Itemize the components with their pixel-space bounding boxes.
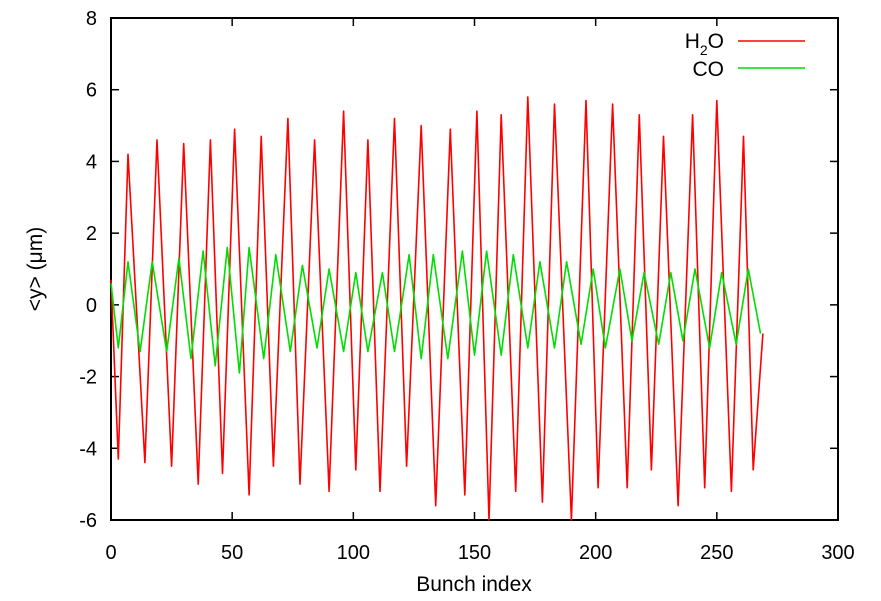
x-tick-label: 100 [337, 542, 370, 564]
series-line-co [110, 246, 762, 374]
y-tick-label: 0 [86, 295, 97, 317]
data-series [110, 96, 764, 521]
legend-label-co: CO [693, 58, 725, 81]
x-tick-label: 50 [221, 542, 243, 564]
x-tick-label: 0 [105, 542, 116, 564]
y-tick-label: 2 [86, 223, 97, 245]
y-tick-label: -4 [79, 438, 97, 460]
axis-ticks: 0 50 100 150 200 250 300 -6 -4 -2 0 2 4 6 8 [79, 8, 854, 564]
x-tick-label: 250 [700, 542, 733, 564]
series-line-h2o [110, 96, 764, 521]
y-tick-label: 8 [86, 8, 97, 30]
y-tick-label: 6 [86, 80, 97, 102]
x-tick-label: 300 [821, 542, 854, 564]
y-tick-label: -6 [79, 510, 97, 532]
y-tick-label: 4 [86, 151, 97, 173]
x-tick-label: 150 [458, 542, 491, 564]
legend: H2O CO [685, 30, 805, 81]
legend-label-h2o: H2O [685, 30, 724, 58]
x-tick-label: 200 [579, 542, 612, 564]
y-tick-label: -2 [79, 367, 97, 389]
y-axis-title: <y> (μm) [24, 227, 47, 311]
x-axis-title: Bunch index [416, 573, 532, 596]
